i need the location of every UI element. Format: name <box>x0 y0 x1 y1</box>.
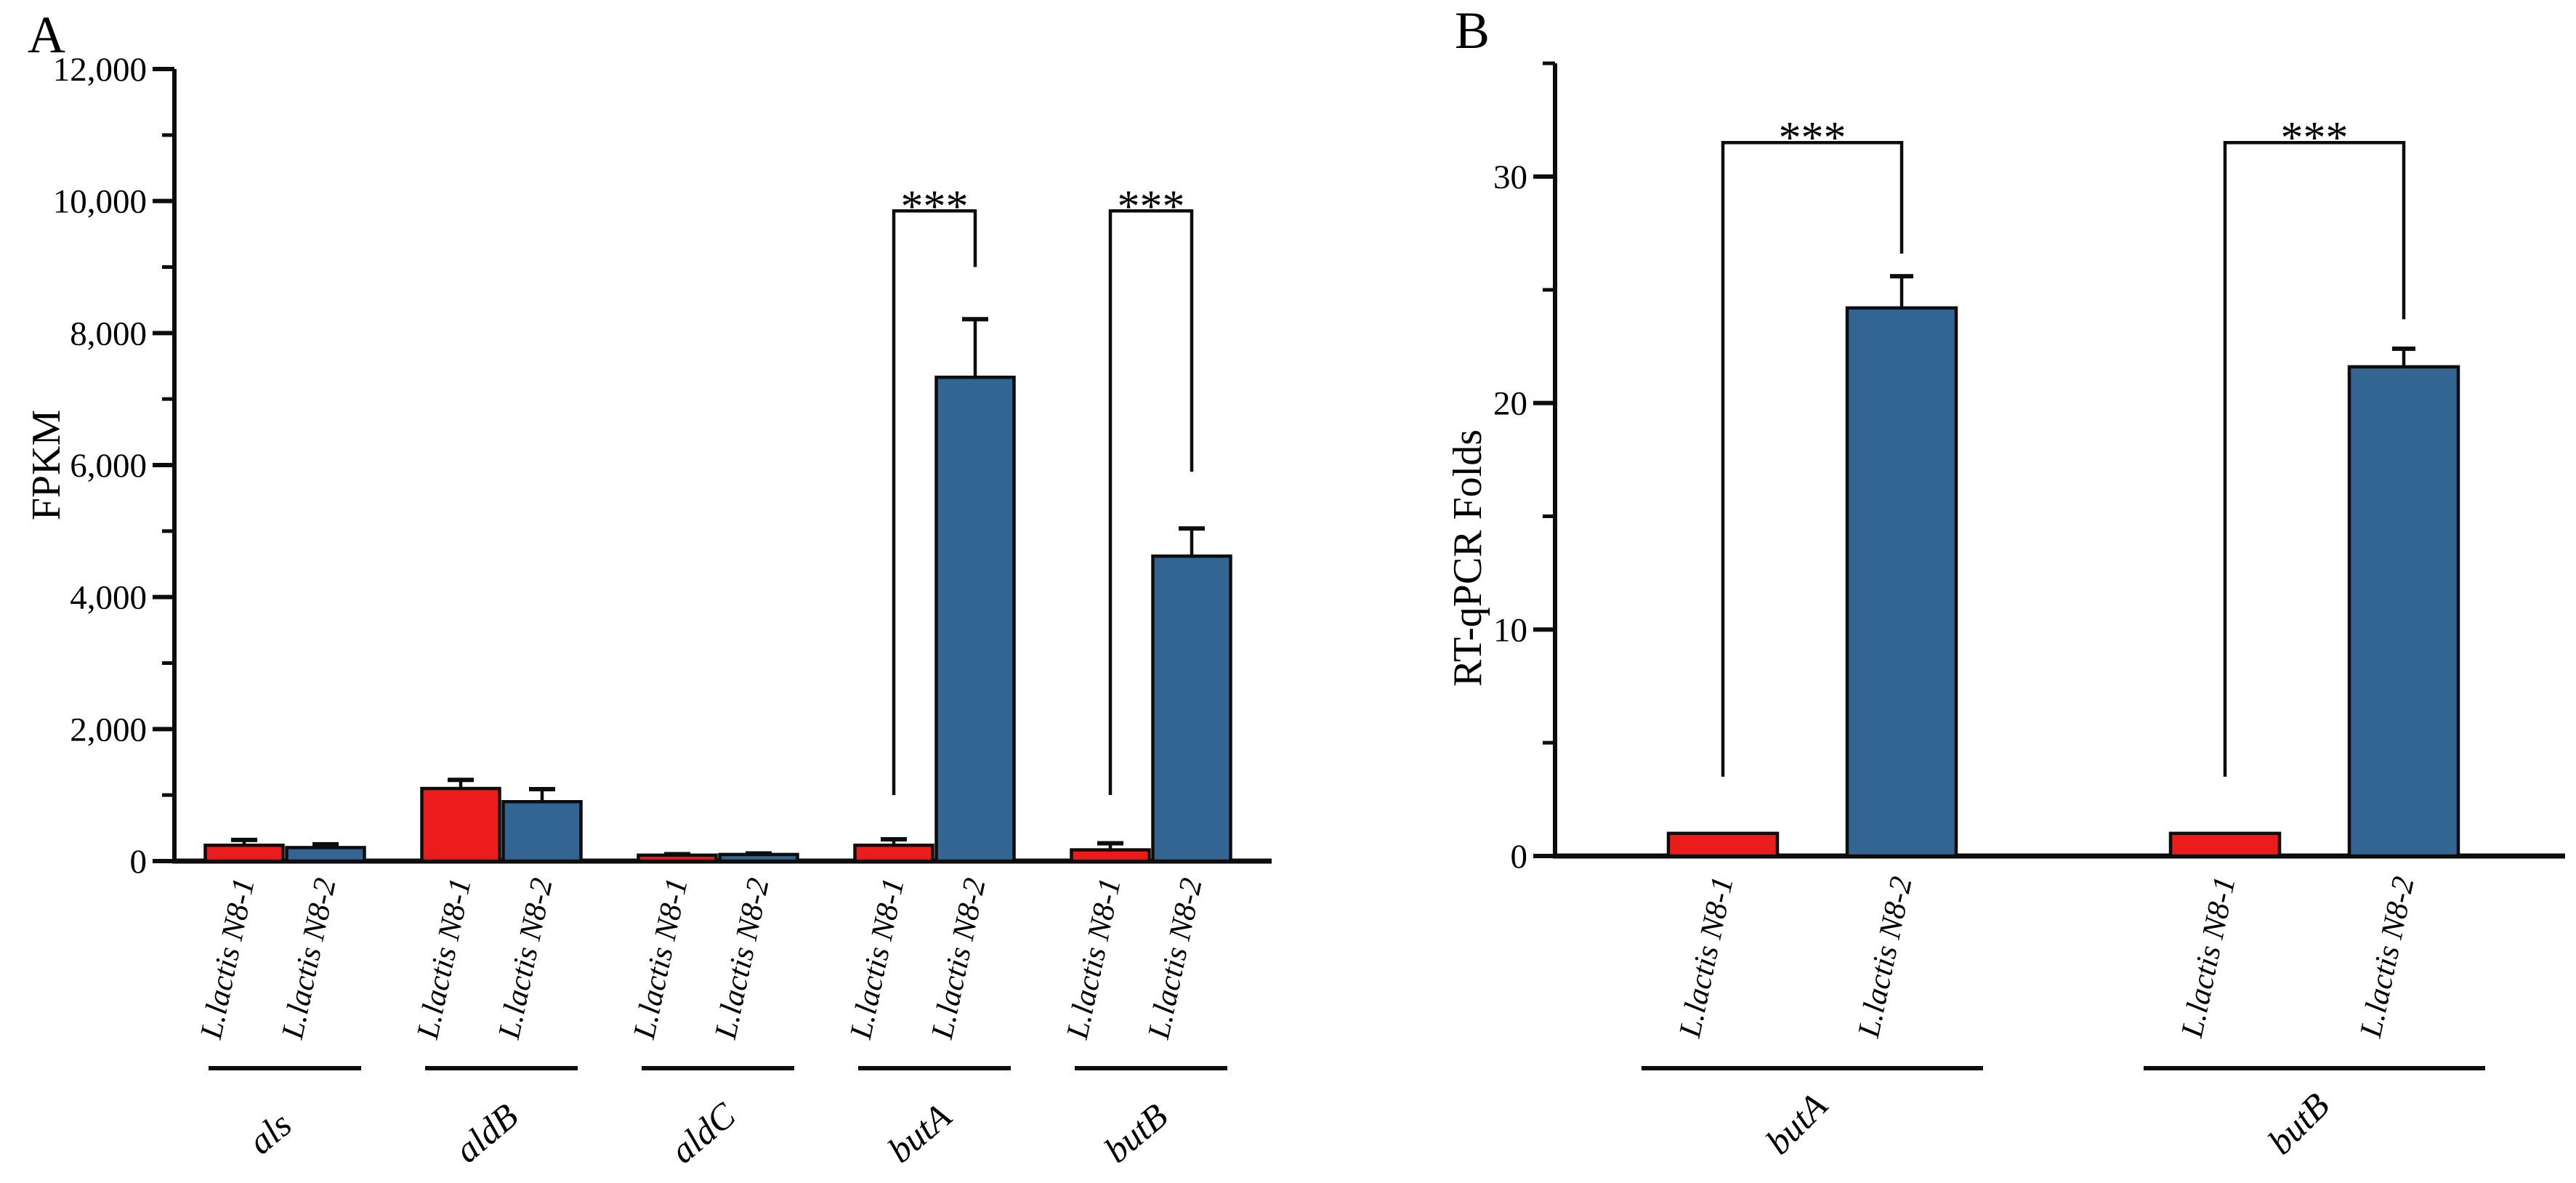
panel-a-strain-label-aldC-n8-1: L.lactis N8-1 <box>627 875 695 1042</box>
panel-b-sig-bracket-butA <box>1721 140 1904 777</box>
panel-b-gene-label-butA: butA <box>1758 1084 1836 1162</box>
panel-a-tick-label: 4,000 <box>70 579 147 617</box>
panel-a-bar-als-n8-1 <box>203 843 285 863</box>
panel-b-tick-label: 10 <box>1493 611 1527 649</box>
panel-a-bar-butA-n8-2 <box>934 375 1016 863</box>
panel-a-chart: 0 2,000 4,000 6,000 8,000 10,000 12,000 FPKM L.l… <box>24 51 1272 1171</box>
panel-b-strain-label-butA-n8-2: L.lactis N8-2 <box>1852 873 1919 1041</box>
panel-a-sig-bracket-butA <box>892 209 977 796</box>
panel-a-strain-label-als-n8-1: L.lactis N8-1 <box>194 875 262 1042</box>
panel-a-bar-butB-n8-2 <box>1151 554 1232 863</box>
panel-b-bar-butA-n8-2 <box>1845 306 1958 858</box>
panel-b-bar-butB-n8-2 <box>2347 365 2460 858</box>
panel-a-tick-label: 2,000 <box>70 711 147 748</box>
panel-b-sig-bracket-butB <box>2223 140 2406 777</box>
panel-a-strain-label-butB-n8-2: L.lactis N8-2 <box>1142 875 1209 1042</box>
panel-b-sig-stars-butB: *** <box>2281 113 2349 163</box>
panel-a-sig-stars-butB: *** <box>1118 182 1185 231</box>
panel-a-strain-label-aldB-n8-2: L.lactis N8-2 <box>492 875 560 1042</box>
panel-a-gene-label-aldB: aldB <box>447 1095 525 1171</box>
panel-a-tick-label: 8,000 <box>70 315 147 352</box>
panel-a-y-axis-title: FPKM <box>24 410 69 521</box>
panel-b-tick-label: 30 <box>1493 158 1527 196</box>
panel-a-tick-label: 10,000 <box>53 183 147 221</box>
panel-b-strain-label-butA-n8-1: L.lactis N8-1 <box>1673 873 1740 1041</box>
panel-b-tick-label: 0 <box>1511 838 1528 876</box>
panel-a-bar-aldB-n8-1 <box>420 786 501 863</box>
panel-b-bar-butB-n8-1 <box>2168 831 2282 858</box>
panel-b-sig-stars-butA: *** <box>1779 113 1846 163</box>
panel-a-strain-label-butA-n8-2: L.lactis N8-2 <box>925 875 993 1042</box>
panel-b-strain-label-butB-n8-2: L.lactis N8-2 <box>2354 873 2421 1041</box>
panel-a-gene-label-aldC: aldC <box>663 1094 743 1171</box>
panel-a-letter: A <box>28 6 65 64</box>
panel-a-bar-aldB-n8-2 <box>501 800 583 863</box>
panel-a-strain-label-als-n8-2: L.lactis N8-2 <box>275 875 343 1042</box>
panel-b-bar-butA-n8-1 <box>1666 831 1780 858</box>
panel-b-chart: 0 10 20 30 RT-qPCR Folds L.lactis N8-1 L.lacti… <box>1445 61 2565 1162</box>
panel-a-bar-butA-n8-1 <box>853 843 934 863</box>
panel-a-tick-label: 6,000 <box>70 447 147 485</box>
panel-a-strain-label-aldC-n8-2: L.lactis N8-2 <box>708 875 776 1042</box>
panel-a-tick-label: 0 <box>130 843 148 881</box>
panel-a-gene-label-butB: butB <box>1097 1095 1175 1171</box>
panel-b-y-axis-title: RT-qPCR Folds <box>1445 429 1490 687</box>
panel-a-gene-label-butA: butA <box>880 1095 959 1171</box>
panel-b-letter: B <box>1455 1 1490 60</box>
panel-a-bar-als-n8-2 <box>285 846 366 863</box>
panel-a-strain-label-butA-n8-1: L.lactis N8-1 <box>844 875 911 1042</box>
panel-a-sig-bracket-butB <box>1108 209 1194 796</box>
panel-b-tick-label: 20 <box>1493 385 1527 423</box>
panel-a-gene-label-als: als <box>241 1104 299 1162</box>
panel-a-strain-label-butB-n8-1: L.lactis N8-1 <box>1060 875 1128 1042</box>
panel-b-strain-label-butB-n8-1: L.lactis N8-1 <box>2175 873 2242 1041</box>
panel-a-bar-butB-n8-1 <box>1070 848 1151 863</box>
panel-a-strain-label-aldB-n8-1: L.lactis N8-1 <box>411 875 478 1042</box>
panel-a-sig-stars-butA: *** <box>901 182 969 231</box>
panel-a-tick-label: 12,000 <box>53 51 147 89</box>
panel-b-gene-label-butB: butB <box>2260 1085 2337 1162</box>
